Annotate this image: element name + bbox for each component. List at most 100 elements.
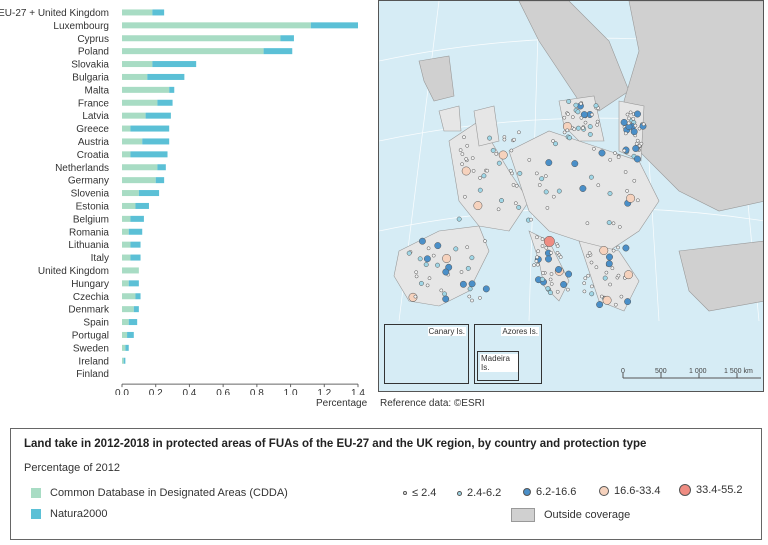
fua-point — [465, 245, 470, 250]
fua-point — [632, 145, 640, 152]
fua-point — [464, 157, 469, 161]
fua-point — [514, 183, 519, 188]
fua-point — [481, 173, 487, 179]
bar-natura2000 — [130, 241, 141, 248]
category-label: Bulgaria — [72, 72, 109, 83]
fua-point — [468, 280, 476, 288]
fua-point — [626, 121, 631, 126]
europe-map: 0 500 1 000 1 500 km Canary Is. Azores I… — [378, 0, 764, 392]
bar-cdda — [122, 202, 136, 209]
fua-point — [513, 201, 518, 206]
inset-canary: Canary Is. — [384, 324, 469, 384]
fua-point — [478, 296, 482, 300]
fua-point — [583, 276, 588, 281]
fua-point — [627, 116, 631, 121]
category-label: Finland — [76, 369, 109, 380]
bar-cdda — [122, 48, 264, 55]
fua-point — [619, 294, 624, 299]
fua-point — [555, 244, 560, 248]
category-label: Greece — [76, 124, 109, 135]
fua-point — [508, 168, 513, 173]
fua-point — [590, 284, 594, 289]
fua-point — [641, 122, 646, 127]
legend-swatch-cdda — [31, 488, 41, 498]
bar-natura2000 — [130, 125, 170, 132]
fua-point — [611, 221, 616, 226]
fua-point — [540, 244, 545, 248]
bar-natura2000 — [142, 138, 170, 145]
fua-point — [496, 160, 502, 166]
fua-point — [602, 275, 608, 281]
fua-point — [562, 130, 567, 135]
scale-label-1000: 1 000 — [689, 368, 707, 375]
bar-cdda — [122, 280, 129, 287]
fua-point — [413, 294, 418, 299]
fua-point — [418, 237, 426, 245]
fua-point — [543, 174, 548, 178]
fua-point — [583, 120, 588, 125]
legend-class-5: 33.4-55.2 — [679, 484, 742, 496]
inset-madeira: Madeira Is. — [477, 351, 519, 381]
fua-point — [537, 183, 542, 187]
fua-point — [473, 201, 483, 211]
fua-point — [595, 122, 600, 127]
legend-label-outside: Outside coverage — [544, 509, 631, 521]
fua-point — [630, 128, 638, 136]
fua-point — [434, 242, 442, 250]
category-label: Belgium — [73, 214, 109, 225]
fua-point — [556, 188, 562, 194]
bar-natura2000 — [130, 151, 168, 158]
fua-point — [494, 152, 499, 156]
fua-point — [544, 245, 549, 250]
scale-label-1500: 1 500 km — [724, 368, 753, 375]
x-tick-label: 1.0 — [284, 388, 298, 395]
fua-point — [535, 235, 539, 240]
fua-point — [596, 301, 604, 309]
fua-point — [634, 110, 641, 118]
fua-point — [589, 291, 595, 297]
fua-point — [427, 276, 432, 281]
category-label: Slovakia — [71, 60, 109, 71]
fua-point — [465, 265, 471, 271]
legend-class-label-4: 16.6-33.4 — [614, 485, 661, 497]
legend-label-natura: Natura2000 — [50, 508, 108, 520]
x-tick-label: 0.2 — [149, 388, 163, 395]
coverage-land — [393, 95, 660, 312]
fua-point — [465, 143, 470, 148]
fua-point — [560, 281, 568, 288]
category-label: Germany — [68, 176, 109, 187]
fua-point — [461, 166, 471, 176]
fua-point — [604, 270, 609, 275]
fua-point — [551, 139, 555, 143]
x-tick-label: 0.8 — [250, 388, 264, 395]
fua-point — [545, 286, 551, 291]
category-label: Portugal — [72, 330, 109, 341]
bar-cdda — [122, 112, 146, 119]
legend-item-cdda: Common Database in Designated Areas (CDD… — [31, 487, 288, 499]
fua-point — [582, 289, 587, 294]
fua-point — [543, 235, 555, 247]
fua-point — [623, 170, 628, 174]
fua-point — [509, 148, 514, 153]
fua-point — [426, 246, 431, 251]
fua-point — [631, 116, 636, 121]
x-tick-label: 1.4 — [351, 388, 365, 395]
category-label: Hungary — [71, 279, 109, 290]
fua-point — [585, 221, 590, 226]
fua-point — [547, 290, 553, 296]
category-label: Ireland — [78, 356, 109, 367]
legend-label-cdda: Common Database in Designated Areas (CDD… — [50, 487, 288, 499]
fua-point — [582, 281, 587, 286]
legend-dot-3 — [523, 488, 531, 496]
fua-point — [516, 204, 522, 210]
fua-point — [463, 194, 467, 199]
fua-point — [536, 249, 541, 254]
legend-subtitle: Percentage of 2012 — [24, 462, 121, 474]
bar-natura2000 — [169, 86, 175, 93]
fua-point — [565, 270, 573, 278]
fua-point — [575, 125, 581, 131]
fua-point — [477, 187, 483, 193]
legend-class-label-3: 6.2-16.6 — [536, 486, 577, 498]
fua-point — [549, 282, 554, 286]
fua-point — [566, 287, 570, 292]
